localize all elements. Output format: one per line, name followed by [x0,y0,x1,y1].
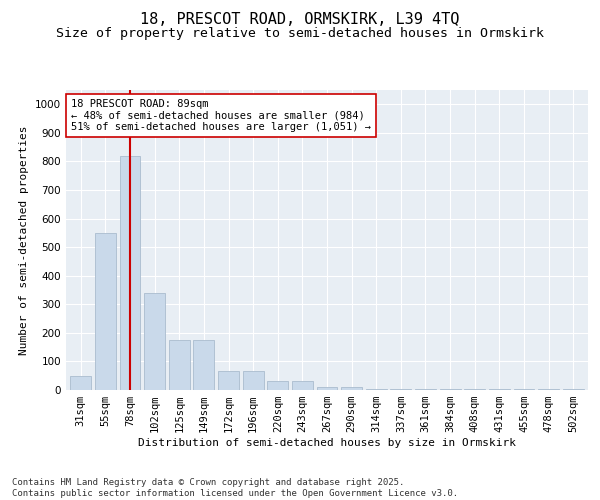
Text: 18, PRESCOT ROAD, ORMSKIRK, L39 4TQ: 18, PRESCOT ROAD, ORMSKIRK, L39 4TQ [140,12,460,28]
Bar [242,372,263,390]
Bar [538,388,559,390]
Bar [193,340,214,390]
Bar [292,382,313,390]
Bar [70,376,91,390]
Bar [169,340,190,390]
Bar [514,388,535,390]
Text: Size of property relative to semi-detached houses in Ormskirk: Size of property relative to semi-detach… [56,28,544,40]
Bar [95,233,116,390]
Text: Contains HM Land Registry data © Crown copyright and database right 2025.
Contai: Contains HM Land Registry data © Crown c… [12,478,458,498]
Bar [317,387,337,390]
Bar [563,388,584,390]
Bar [144,293,165,390]
Bar [267,382,288,390]
Bar [489,388,510,390]
X-axis label: Distribution of semi-detached houses by size in Ormskirk: Distribution of semi-detached houses by … [138,438,516,448]
Bar [119,156,140,390]
Bar [341,387,362,390]
Bar [218,372,239,390]
Bar [366,388,387,390]
Text: 18 PRESCOT ROAD: 89sqm
← 48% of semi-detached houses are smaller (984)
51% of se: 18 PRESCOT ROAD: 89sqm ← 48% of semi-det… [71,99,371,132]
Y-axis label: Number of semi-detached properties: Number of semi-detached properties [19,125,29,355]
Bar [391,388,412,390]
Bar [415,388,436,390]
Bar [464,388,485,390]
Bar [440,388,461,390]
